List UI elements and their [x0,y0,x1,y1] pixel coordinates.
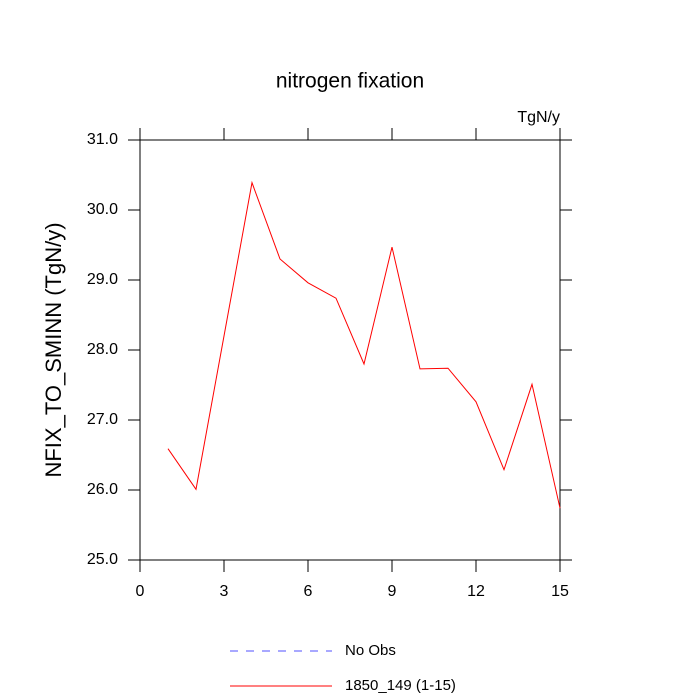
y-tick-label: 30.0 [87,201,118,218]
legend-label: 1850_149 (1-15) [345,677,456,694]
legend-label: No Obs [345,642,396,659]
series-line [167,180,561,509]
x-tick-label: 3 [220,583,229,600]
y-tick-label: 28.0 [87,341,118,358]
y-tick-label: 27.0 [87,411,118,428]
plot-frame [139,139,561,561]
x-tick-label: 6 [304,583,313,600]
y-axis-label: NFIX_TO_SMINN (TgN/y) [41,222,66,477]
y-tick-label: 31.0 [87,131,118,148]
y-tick-label: 26.0 [87,481,118,498]
x-tick-label: 15 [551,583,569,600]
y-tick-label: 25.0 [87,551,118,568]
x-tick-label: 12 [467,583,485,600]
chart-title: nitrogen fixation [276,70,424,93]
unit-label: TgN/y [517,109,560,126]
y-tick-label: 29.0 [87,271,118,288]
x-tick-label: 9 [388,583,397,600]
x-tick-label: 0 [136,583,145,600]
